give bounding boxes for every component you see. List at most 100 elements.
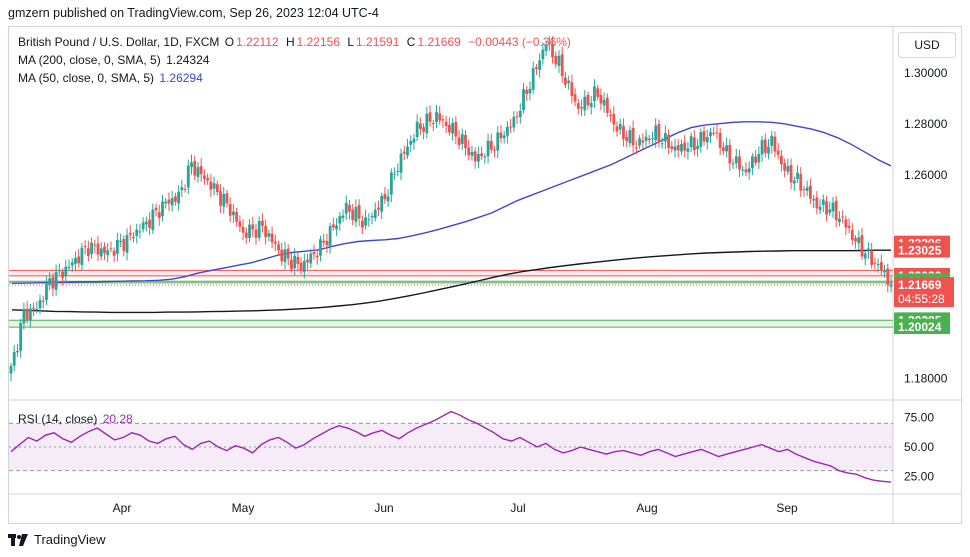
candle-body [792,180,796,184]
candle-body [35,309,39,311]
candle-body [67,266,71,269]
candle-body [660,143,664,145]
candle-body [593,86,596,102]
candle-body [235,211,239,222]
candle-body [151,209,155,230]
candle-body [38,299,42,309]
candle-body [525,89,529,95]
candle-body [219,191,222,206]
candle-body [622,125,625,139]
candle-body [547,42,551,44]
candle-body [351,209,355,220]
candle-body [422,127,426,132]
candle-body [251,224,255,230]
candle-body [209,181,213,190]
x-tick-label: Apr [113,501,132,515]
candle-body [96,243,100,255]
candle-body [464,134,467,149]
candle-body [515,116,519,118]
candle-body [528,88,532,94]
candle-body [731,163,735,165]
candle-body [64,266,68,277]
candle-body [805,187,809,191]
candle-body [767,146,770,154]
candle-body [90,242,93,255]
candle-body [750,156,754,169]
candle-body [193,160,197,176]
candle-body [760,140,764,155]
zone-support [9,281,893,283]
candle-body [144,221,148,225]
x-tick-label: Sep [776,501,798,515]
rsi-tick-label: 25.00 [904,470,934,484]
ohlc-o: O 1.22112 [224,35,279,49]
candle-body [306,259,309,263]
candle-body [244,232,248,238]
candle-body [654,125,658,141]
candle-body [538,60,542,70]
candle-body [809,185,812,199]
candle-body [190,162,193,168]
candle-body [705,136,709,143]
candle-body [115,239,119,254]
rsi-value: 20.28 [102,412,133,426]
candle-body [451,123,455,134]
candle-body [831,202,835,212]
candle-body [686,148,690,152]
candle-body [341,215,345,218]
candle-body [821,199,825,205]
candle-body [818,206,822,211]
candle-body [834,200,838,221]
candle-body [564,77,567,85]
candle-body [51,277,55,289]
candle-body [531,68,535,90]
candle-body [435,111,438,123]
candle-body [28,308,32,321]
candle-body [203,175,206,180]
candle-body [22,309,26,324]
candle-body [267,233,271,237]
candle-body [238,221,242,227]
candle-body [109,248,113,250]
last-price-label: 1.21669 [898,278,942,292]
candle-body [418,123,422,129]
candle-body [802,189,806,191]
candle-body [506,126,509,136]
candle-body [879,262,883,271]
candle-body [164,201,168,204]
candle-body [709,132,712,137]
tradingview-logo-icon [8,533,28,546]
candle-body [628,130,632,144]
candle-body [460,134,464,145]
candle-body [232,211,235,216]
candle-body [870,250,874,265]
candle-body [293,255,297,269]
candle-body [319,239,322,256]
candle-body [286,248,290,259]
candle-body [844,219,848,228]
candle-body [41,300,45,302]
rsi-tick-label: 50.00 [904,440,934,454]
candle-body [699,132,703,147]
candle-body [186,165,190,188]
rsi-label: RSI (14, close) [18,412,98,426]
currency-button[interactable]: USD [898,32,956,58]
candle-body [580,107,583,109]
candle-body [83,246,87,248]
candle-body [783,163,787,171]
last-price-box [894,277,954,308]
candle-body [128,232,132,235]
candle-body [838,218,841,222]
candle-body [541,49,545,60]
candle-body [16,350,19,353]
candle-body [596,88,600,97]
ohlc-c: C 1.21669 [406,35,461,49]
y-tick-label: 1.26000 [904,168,948,182]
candle-body [692,137,696,151]
candle-body [522,89,525,111]
candle-body [86,248,90,256]
candle-body [212,183,216,189]
candle-body [857,237,861,244]
